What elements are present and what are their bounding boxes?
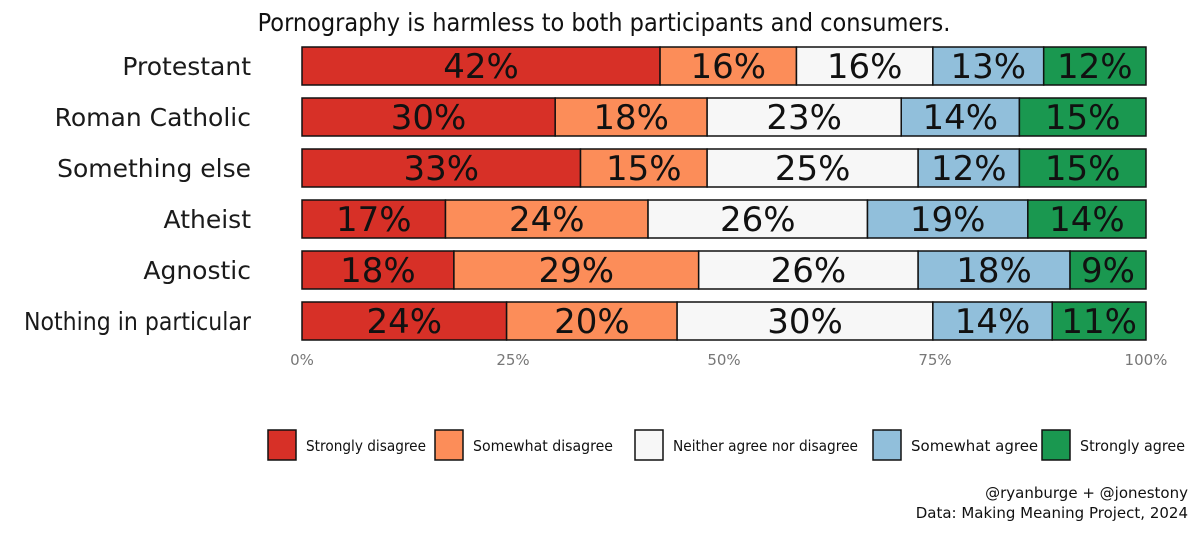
data-label: 14% (923, 98, 999, 138)
data-label: 42% (443, 47, 519, 87)
data-label: 15% (1045, 149, 1121, 189)
data-label: 33% (403, 149, 479, 189)
bar-segment (301, 46, 661, 86)
legend: Strongly disagree Somewhat disagree Neithe… (267, 429, 1185, 461)
bar-segment (1018, 148, 1147, 188)
bar-segment (795, 46, 934, 86)
legend-label: Somewhat disagree (473, 437, 613, 455)
bar-segment (1051, 301, 1147, 341)
data-label: 19% (910, 200, 986, 240)
legend-swatch (1041, 429, 1071, 461)
bar-segment (900, 97, 1021, 137)
data-label: 24% (367, 302, 443, 342)
bar-segment (932, 301, 1053, 341)
data-label: 18% (956, 251, 1032, 291)
bars-layer: 42% 16% 16% 13% 12% 30% 18% 23% 14% 15% 33% 15% 25% 1… (301, 46, 1147, 342)
bar-segment (554, 97, 708, 137)
data-label: 13% (950, 47, 1026, 87)
bar-segment (301, 250, 455, 290)
data-label: 23% (766, 98, 842, 138)
bar-segment (706, 148, 919, 188)
data-label: 20% (554, 302, 630, 342)
legend-label: Neither agree nor disagree (673, 437, 858, 455)
bar-segment (1042, 46, 1147, 86)
x-tick-label: 75% (918, 351, 951, 369)
x-tick-label: 0% (290, 351, 314, 369)
bar-segment (1027, 199, 1147, 239)
data-label: 18% (340, 251, 416, 291)
data-label: 14% (1049, 200, 1125, 240)
x-axis-ticks: 0% 25% 50% 75% 100% (290, 351, 1167, 369)
data-label: 25% (775, 149, 851, 189)
bar-segment (1069, 250, 1147, 290)
bar-segment (706, 97, 902, 137)
bar-segment (659, 46, 798, 86)
category-label: Something else (57, 154, 251, 183)
x-tick-label: 25% (496, 351, 529, 369)
chart-title: Pornography is harmless to both particip… (258, 8, 951, 37)
legend-swatch (267, 429, 297, 461)
data-label: 24% (509, 200, 585, 240)
bar-segment (444, 199, 649, 239)
data-label: 18% (593, 98, 669, 138)
data-label: 29% (539, 251, 615, 291)
caption-source: Data: Making Meaning Project, 2024 (916, 504, 1188, 522)
bar-segment (453, 250, 700, 290)
legend-swatch (634, 429, 664, 461)
legend-label: Strongly disagree (306, 437, 426, 455)
data-label: 12% (931, 149, 1007, 189)
category-label: Protestant (122, 52, 251, 81)
data-label: 30% (391, 98, 467, 138)
category-label: Roman Catholic (55, 103, 251, 132)
data-label: 11% (1061, 302, 1137, 342)
data-label: 26% (720, 200, 796, 240)
data-label: 17% (336, 200, 412, 240)
data-label: 30% (767, 302, 843, 342)
x-tick-label: 100% (1125, 351, 1168, 369)
data-label: 14% (955, 302, 1031, 342)
bar-segment (505, 301, 678, 341)
data-label: 9% (1081, 251, 1135, 291)
x-tick-label: 50% (707, 351, 740, 369)
caption-credit: @ryanburge + @jonestony (985, 484, 1188, 502)
category-label: Nothing in particular (24, 307, 252, 336)
bar-segment (579, 148, 708, 188)
data-label: 26% (771, 251, 847, 291)
bar-segment (676, 301, 934, 341)
bar-segment (917, 148, 1021, 188)
data-label: 16% (690, 47, 766, 87)
legend-swatch (434, 429, 464, 461)
category-labels: Protestant Roman Catholic Something else At… (24, 52, 252, 336)
bar-segment (647, 199, 869, 239)
bar-segment (301, 97, 556, 137)
bar-segment (697, 250, 919, 290)
legend-label: Strongly agree (1080, 437, 1185, 455)
category-label: Agnostic (143, 256, 251, 285)
category-label: Atheist (164, 205, 252, 234)
bar-segment (1018, 97, 1147, 137)
data-label: 15% (1045, 98, 1121, 138)
legend-swatch (872, 429, 902, 461)
data-label: 12% (1057, 47, 1133, 87)
data-label: 16% (827, 47, 903, 87)
legend-label: Somewhat agree (911, 437, 1038, 455)
bar-segment (301, 199, 447, 239)
data-label: 15% (606, 149, 682, 189)
bar-segment (866, 199, 1029, 239)
